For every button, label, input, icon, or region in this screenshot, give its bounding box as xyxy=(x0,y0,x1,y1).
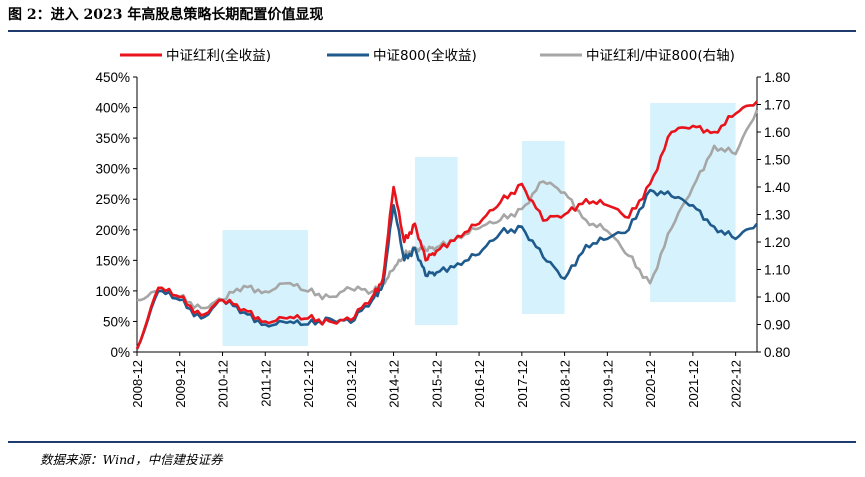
x-tick-label: 2015-12 xyxy=(429,360,444,408)
shaded-periods xyxy=(222,103,736,346)
x-tick-label: 2018-12 xyxy=(558,360,573,408)
y-right-tick-label: 1.70 xyxy=(764,98,790,113)
y-right-tick-label: 1.50 xyxy=(764,153,790,168)
y-left-tick-label: 50% xyxy=(103,314,130,329)
y-right-tick-label: 1.20 xyxy=(764,235,790,250)
y-right-tick-label: 1.00 xyxy=(764,290,790,305)
y-left-tick-label: 200% xyxy=(95,223,130,238)
y-right-tick-label: 1.30 xyxy=(764,208,790,223)
y-left-tick-label: 400% xyxy=(95,101,130,116)
axes: 0% 50% 100% 150% 200% 250% 300% 350% 400% 450% 0.8… xyxy=(95,70,790,408)
y-left-tick-label: 0% xyxy=(110,345,130,360)
y-left-tick-label: 150% xyxy=(95,253,130,268)
y-right-tick-label: 1.40 xyxy=(764,180,790,195)
legend-label: 中证红利(全收益) xyxy=(166,47,271,64)
x-tick-label: 2008-12 xyxy=(130,360,145,408)
x-tick-label: 2013-12 xyxy=(344,360,359,408)
x-tick-label: 2014-12 xyxy=(387,360,402,408)
chart: 0% 50% 100% 150% 200% 250% 300% 350% 400% 450% 0.8… xyxy=(95,47,790,408)
x-tick-label: 2022-12 xyxy=(729,360,744,408)
y-right-tick-label: 1.80 xyxy=(764,70,790,85)
legend-label: 中证800(全收益) xyxy=(373,47,477,64)
source-note: 数据来源：Wind，中信建投证券 xyxy=(40,452,223,467)
series-lines xyxy=(135,100,759,350)
legend: 中证红利(全收益) 中证800(全收益) 中证红利/中证800(右轴) xyxy=(120,47,735,64)
y-right-tick-label: 0.90 xyxy=(764,318,790,333)
series-line xyxy=(136,109,759,310)
series-line xyxy=(135,100,758,350)
x-tick-label: 2016-12 xyxy=(472,360,487,408)
x-tick-label: 2017-12 xyxy=(515,360,530,408)
y-left-tick-label: 100% xyxy=(95,284,130,299)
y-left-tick-label: 350% xyxy=(95,131,130,146)
source-rule xyxy=(8,441,856,443)
y-right-tick-label: 1.60 xyxy=(764,125,790,140)
legend-label: 中证红利/中证800(右轴) xyxy=(586,48,735,64)
y-left-tick-label: 300% xyxy=(95,162,130,177)
x-tick-label: 2009-12 xyxy=(173,360,188,408)
shaded-period xyxy=(521,141,565,314)
x-tick-label: 2011-12 xyxy=(258,360,273,407)
y-right-tick-label: 1.10 xyxy=(764,263,790,278)
shaded-period xyxy=(650,103,736,302)
page-title: 图 2：进入 2023 年高股息策略长期配置价值显现 xyxy=(8,7,324,23)
x-tick-label: 2010-12 xyxy=(216,360,231,408)
x-tick-label: 2020-12 xyxy=(643,360,658,408)
y-right-tick-label: 0.80 xyxy=(764,345,790,360)
x-tick-label: 2012-12 xyxy=(301,360,316,408)
title-rule xyxy=(8,30,856,32)
x-tick-label: 2021-12 xyxy=(686,360,701,408)
x-tick-label: 2019-12 xyxy=(600,360,615,408)
shaded-period xyxy=(222,230,309,346)
series-line xyxy=(135,188,759,350)
y-left-tick-label: 250% xyxy=(95,192,130,207)
y-left-tick-label: 450% xyxy=(95,70,130,85)
